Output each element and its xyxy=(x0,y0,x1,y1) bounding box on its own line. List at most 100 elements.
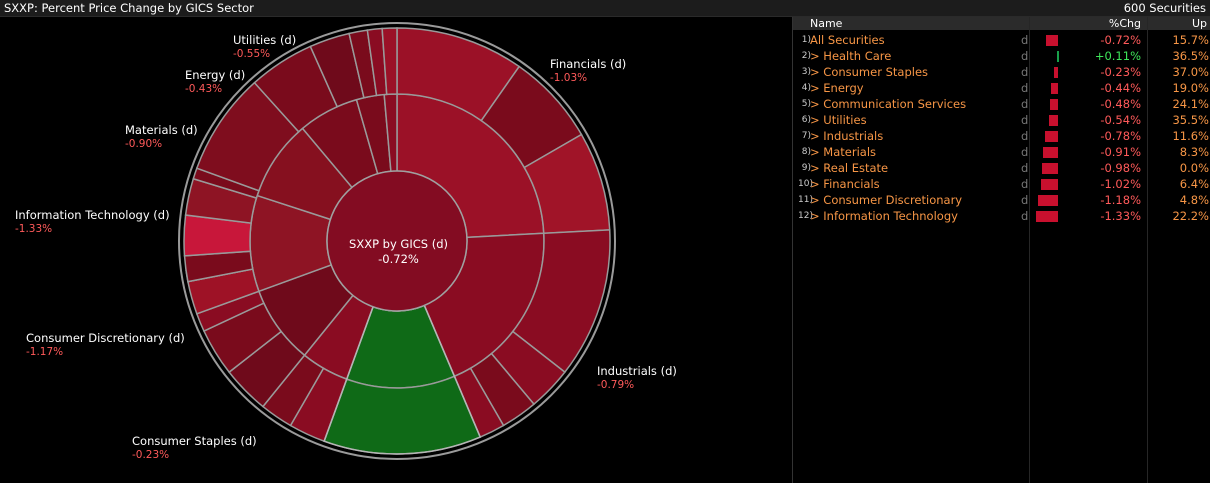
sector-name: Utilities (d) xyxy=(233,33,297,47)
row-name[interactable]: > Financials xyxy=(810,177,880,191)
row-number: 6) xyxy=(801,115,811,125)
sector-label-utilities[interactable]: Utilities (d) -0.55% xyxy=(233,33,296,61)
table-row[interactable]: 9) > Real Estate d -0.98% 0.0% xyxy=(793,160,1210,176)
sunburst-outer-ring xyxy=(178,22,616,460)
row-change: -0.23% xyxy=(1100,65,1141,79)
change-bar xyxy=(1050,99,1058,110)
change-bar xyxy=(1043,147,1058,158)
table-row[interactable]: 3) > Consumer Staples d -0.23% 37.0% xyxy=(793,64,1210,80)
row-up: 0.0% xyxy=(1179,161,1209,175)
sector-label-consumer-staples[interactable]: Consumer Staples (d) -0.23% xyxy=(132,434,257,462)
row-name[interactable]: > Materials xyxy=(810,145,877,159)
row-up: 22.2% xyxy=(1172,209,1209,223)
row-name[interactable]: > Utilities xyxy=(810,113,867,127)
row-number: 3) xyxy=(801,67,811,77)
row-flag: d xyxy=(1021,161,1029,175)
row-flag: d xyxy=(1021,113,1029,127)
row-up: 11.6% xyxy=(1172,129,1209,143)
change-bar xyxy=(1041,179,1058,190)
row-number: 9) xyxy=(801,163,811,173)
row-name[interactable]: > Real Estate xyxy=(810,161,889,175)
row-change: -0.78% xyxy=(1100,129,1141,143)
sector-table: Name %Chg Up 1) All Securities d -0.72% 15.7… xyxy=(792,17,1210,483)
row-number: 4) xyxy=(801,83,811,93)
sector-value: -1.17% xyxy=(26,346,64,358)
sector-value: -0.90% xyxy=(125,138,163,150)
row-up: 8.3% xyxy=(1179,145,1209,159)
row-change: -0.54% xyxy=(1100,113,1141,127)
row-flag: d xyxy=(1021,129,1029,143)
row-up: 37.0% xyxy=(1172,65,1209,79)
table-row[interactable]: 6) > Utilities d -0.54% 35.5% xyxy=(793,112,1210,128)
row-name[interactable]: > Information Technology xyxy=(810,209,958,223)
sunburst-center[interactable] xyxy=(326,170,468,312)
row-up: 24.1% xyxy=(1172,97,1209,111)
sector-value: -1.03% xyxy=(550,72,588,84)
sector-name: Energy (d) xyxy=(185,68,246,82)
table-row[interactable]: 10) > Financials d -1.02% 6.4% xyxy=(793,176,1210,192)
row-change: -0.72% xyxy=(1100,33,1141,47)
row-up: 19.0% xyxy=(1172,81,1209,95)
sunburst-chart[interactable] xyxy=(0,17,790,483)
securities-count: 600 Securities xyxy=(1123,1,1206,15)
chart-title: SXXP: Percent Price Change by GICS Secto… xyxy=(4,1,254,15)
change-bar xyxy=(1038,195,1058,206)
column-header-name[interactable]: Name xyxy=(810,17,843,30)
change-bar xyxy=(1036,211,1058,222)
change-bar xyxy=(1042,163,1058,174)
table-header: Name %Chg Up xyxy=(793,17,1210,30)
table-row[interactable]: 2) > Health Care d +0.11% 36.5% xyxy=(793,48,1210,64)
sector-label-energy[interactable]: Energy (d) -0.43% xyxy=(185,68,245,96)
sector-value: -0.55% xyxy=(233,48,271,60)
row-name[interactable]: All Securities xyxy=(810,33,885,47)
row-flag: d xyxy=(1021,177,1029,191)
row-change: -1.18% xyxy=(1100,193,1141,207)
table-row[interactable]: 12) > Information Technology d -1.33% 22.2% xyxy=(793,208,1210,224)
sector-label-industrials[interactable]: Industrials (d) -0.79% xyxy=(597,364,677,392)
sector-label-materials[interactable]: Materials (d) -0.90% xyxy=(125,123,198,151)
sector-label-information-technology[interactable]: Information Technology (d) -1.33% xyxy=(15,208,170,236)
row-flag: d xyxy=(1021,65,1029,79)
sub-industry-wedge[interactable] xyxy=(323,375,482,455)
sub-industry-wedge[interactable] xyxy=(381,27,398,96)
row-up: 36.5% xyxy=(1172,49,1209,63)
row-name[interactable]: > Energy xyxy=(810,81,864,95)
sector-value: -0.79% xyxy=(597,379,635,391)
row-name[interactable]: > Health Care xyxy=(810,49,892,63)
table-row[interactable]: 5) > Communication Services d -0.48% 24.1% xyxy=(793,96,1210,112)
sector-value: -0.43% xyxy=(185,83,223,95)
table-row[interactable]: 11) > Consumer Discretionary d -1.18% 4.8% xyxy=(793,192,1210,208)
center-title: SXXP by GICS (d) xyxy=(349,237,448,251)
row-flag: d xyxy=(1021,49,1029,63)
row-number: 1) xyxy=(801,35,811,45)
column-divider xyxy=(1029,17,1030,483)
center-label: SXXP by GICS (d) -0.72% xyxy=(316,237,481,267)
table-row[interactable]: 4) > Energy d -0.44% 19.0% xyxy=(793,80,1210,96)
sector-value: -1.33% xyxy=(15,223,53,235)
sector-label-consumer-discretionary[interactable]: Consumer Discretionary (d) -1.17% xyxy=(26,331,185,359)
row-name[interactable]: > Communication Services xyxy=(810,97,967,111)
table-row[interactable]: 7) > Industrials d -0.78% 11.6% xyxy=(793,128,1210,144)
row-name[interactable]: > Industrials xyxy=(810,129,884,143)
table-row[interactable]: 1) All Securities d -0.72% 15.7% xyxy=(793,32,1210,48)
row-number: 2) xyxy=(801,51,811,61)
change-bar xyxy=(1046,35,1058,46)
sector-name: Consumer Discretionary (d) xyxy=(26,331,185,345)
sector-name: Industrials (d) xyxy=(597,364,677,378)
row-up: 6.4% xyxy=(1179,177,1209,191)
row-change: -1.33% xyxy=(1100,209,1141,223)
change-bar xyxy=(1049,115,1058,126)
row-change: -0.44% xyxy=(1100,81,1141,95)
row-flag: d xyxy=(1021,193,1029,207)
row-number: 5) xyxy=(801,99,811,109)
column-header-chg[interactable]: %Chg xyxy=(1108,17,1141,30)
row-name[interactable]: > Consumer Discretionary xyxy=(810,193,963,207)
row-name[interactable]: > Consumer Staples xyxy=(810,65,929,79)
sector-label-financials[interactable]: Financials (d) -1.03% xyxy=(550,57,626,85)
table-row[interactable]: 8) > Materials d -0.91% 8.3% xyxy=(793,144,1210,160)
sector-value: -0.23% xyxy=(132,449,170,461)
sector-name: Financials (d) xyxy=(550,57,627,71)
sector-name: Information Technology (d) xyxy=(15,208,170,222)
row-flag: d xyxy=(1021,145,1029,159)
column-header-up[interactable]: Up xyxy=(1191,17,1207,30)
